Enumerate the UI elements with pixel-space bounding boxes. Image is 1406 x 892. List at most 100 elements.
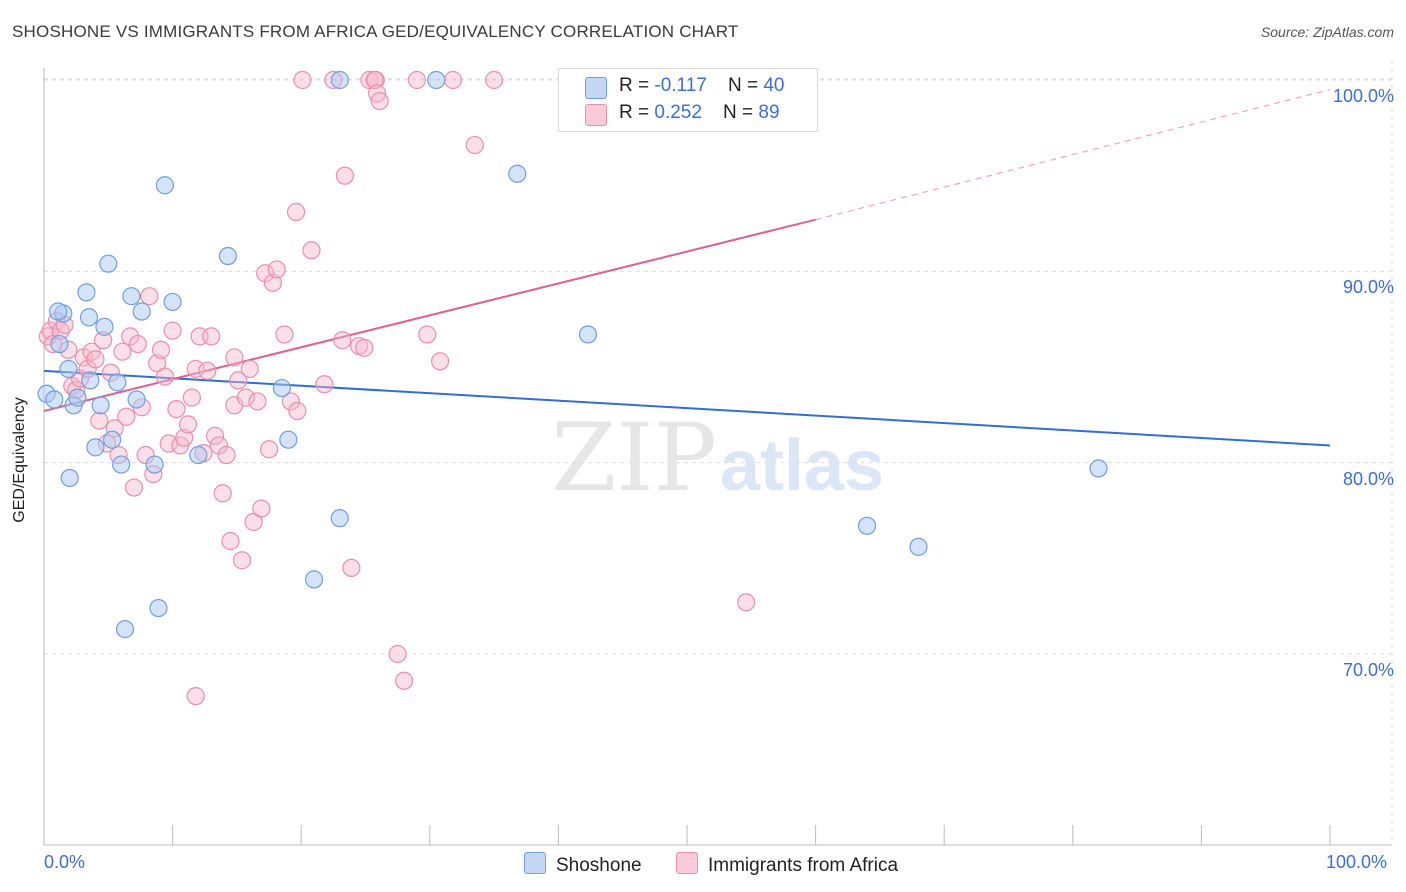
point-shoshone xyxy=(909,537,928,556)
bottom-legend-swatch-africa xyxy=(676,852,698,874)
point-shoshone xyxy=(115,620,135,639)
point-shoshone xyxy=(272,378,292,398)
point-shoshone xyxy=(50,334,69,354)
point-shoshone xyxy=(132,302,151,321)
trend-lines xyxy=(43,88,1331,447)
point-africa xyxy=(342,558,361,578)
point-africa xyxy=(388,644,407,664)
legend-r-label: R = xyxy=(619,75,655,96)
point-shoshone xyxy=(218,246,237,266)
point-shoshone xyxy=(330,509,349,528)
point-shoshone xyxy=(77,283,96,302)
point-shoshone xyxy=(59,359,78,379)
y-tick-label: 80.0% xyxy=(1342,468,1394,489)
x-tick-label-min: 0.0% xyxy=(44,852,86,872)
bottom-legend-label-africa: Immigrants from Africa xyxy=(708,855,899,876)
point-africa xyxy=(355,338,374,357)
point-africa xyxy=(163,321,182,340)
point-shoshone xyxy=(330,70,349,90)
point-shoshone xyxy=(99,254,118,273)
chart-title: SHOSHONE VS IMMIGRANTS FROM AFRICA GED/E… xyxy=(12,22,739,41)
point-africa xyxy=(205,426,225,445)
trend-line-shoshone xyxy=(43,369,1331,447)
point-africa xyxy=(370,91,389,111)
point-africa xyxy=(232,551,252,570)
point-africa xyxy=(465,135,484,155)
bottom-legend-africa: Immigrants from Africa xyxy=(676,852,898,877)
point-africa xyxy=(335,166,355,185)
data-points xyxy=(37,70,1108,706)
point-shoshone xyxy=(79,308,99,327)
point-africa xyxy=(365,70,384,90)
legend-r-value: 0.252 xyxy=(654,102,702,123)
point-shoshone xyxy=(122,287,141,306)
legend-swatch-shoshone xyxy=(585,77,607,99)
y-tick-label: 90.0% xyxy=(1342,277,1394,298)
point-africa xyxy=(229,371,248,390)
point-shoshone xyxy=(163,292,182,312)
point-shoshone xyxy=(189,445,208,465)
point-africa xyxy=(286,202,306,222)
point-shoshone xyxy=(95,317,114,336)
trend-line-africa-extension xyxy=(815,88,1331,221)
point-africa xyxy=(315,375,334,394)
y-tick-label: 100.0% xyxy=(1332,86,1394,106)
point-africa xyxy=(90,411,109,430)
point-africa xyxy=(155,367,174,386)
point-shoshone xyxy=(112,455,131,474)
point-africa xyxy=(225,348,244,367)
legend-r-value: -0.117 xyxy=(654,75,707,96)
point-africa xyxy=(151,340,171,359)
watermark: ZIP atlas xyxy=(551,404,884,513)
point-africa xyxy=(175,428,194,447)
watermark-atlas: atlas xyxy=(720,426,884,506)
bottom-legend-shoshone: Shoshone xyxy=(524,852,642,877)
point-africa xyxy=(167,399,186,419)
point-africa xyxy=(140,287,159,306)
point-africa xyxy=(275,325,294,344)
point-shoshone xyxy=(427,70,446,90)
point-africa xyxy=(418,325,437,344)
legend-r-label: R = xyxy=(619,102,655,123)
point-shoshone xyxy=(103,430,122,449)
legend-swatch-africa xyxy=(585,104,607,126)
point-africa xyxy=(217,445,236,465)
point-africa xyxy=(485,70,504,90)
axes xyxy=(43,68,1392,846)
point-africa xyxy=(443,70,463,90)
point-shoshone xyxy=(279,430,298,449)
point-shoshone xyxy=(304,570,324,589)
point-africa xyxy=(394,671,414,690)
legend-n-value: 89 xyxy=(758,102,780,123)
point-shoshone xyxy=(149,598,168,618)
point-africa xyxy=(259,440,279,459)
point-africa xyxy=(248,392,267,411)
point-africa xyxy=(293,70,312,90)
point-africa xyxy=(360,70,379,90)
point-africa xyxy=(240,359,259,379)
point-shoshone xyxy=(1089,459,1108,478)
point-shoshone xyxy=(91,396,110,415)
point-africa xyxy=(213,484,232,503)
point-africa xyxy=(407,70,427,90)
point-africa xyxy=(148,354,167,373)
point-africa xyxy=(186,686,205,706)
point-africa xyxy=(121,327,140,346)
point-africa xyxy=(186,359,205,379)
point-shoshone xyxy=(127,390,146,409)
grid xyxy=(44,60,1393,845)
point-africa xyxy=(124,478,144,497)
point-shoshone xyxy=(155,176,174,195)
point-africa xyxy=(267,260,286,279)
point-shoshone xyxy=(81,371,100,390)
point-africa xyxy=(198,361,217,380)
point-africa xyxy=(202,327,221,346)
point-africa xyxy=(302,241,321,260)
point-africa xyxy=(128,334,147,354)
point-africa xyxy=(221,532,240,551)
point-shoshone xyxy=(508,164,527,183)
point-africa xyxy=(86,350,105,369)
point-shoshone xyxy=(49,302,68,321)
point-africa xyxy=(288,401,307,421)
point-africa xyxy=(117,407,136,426)
